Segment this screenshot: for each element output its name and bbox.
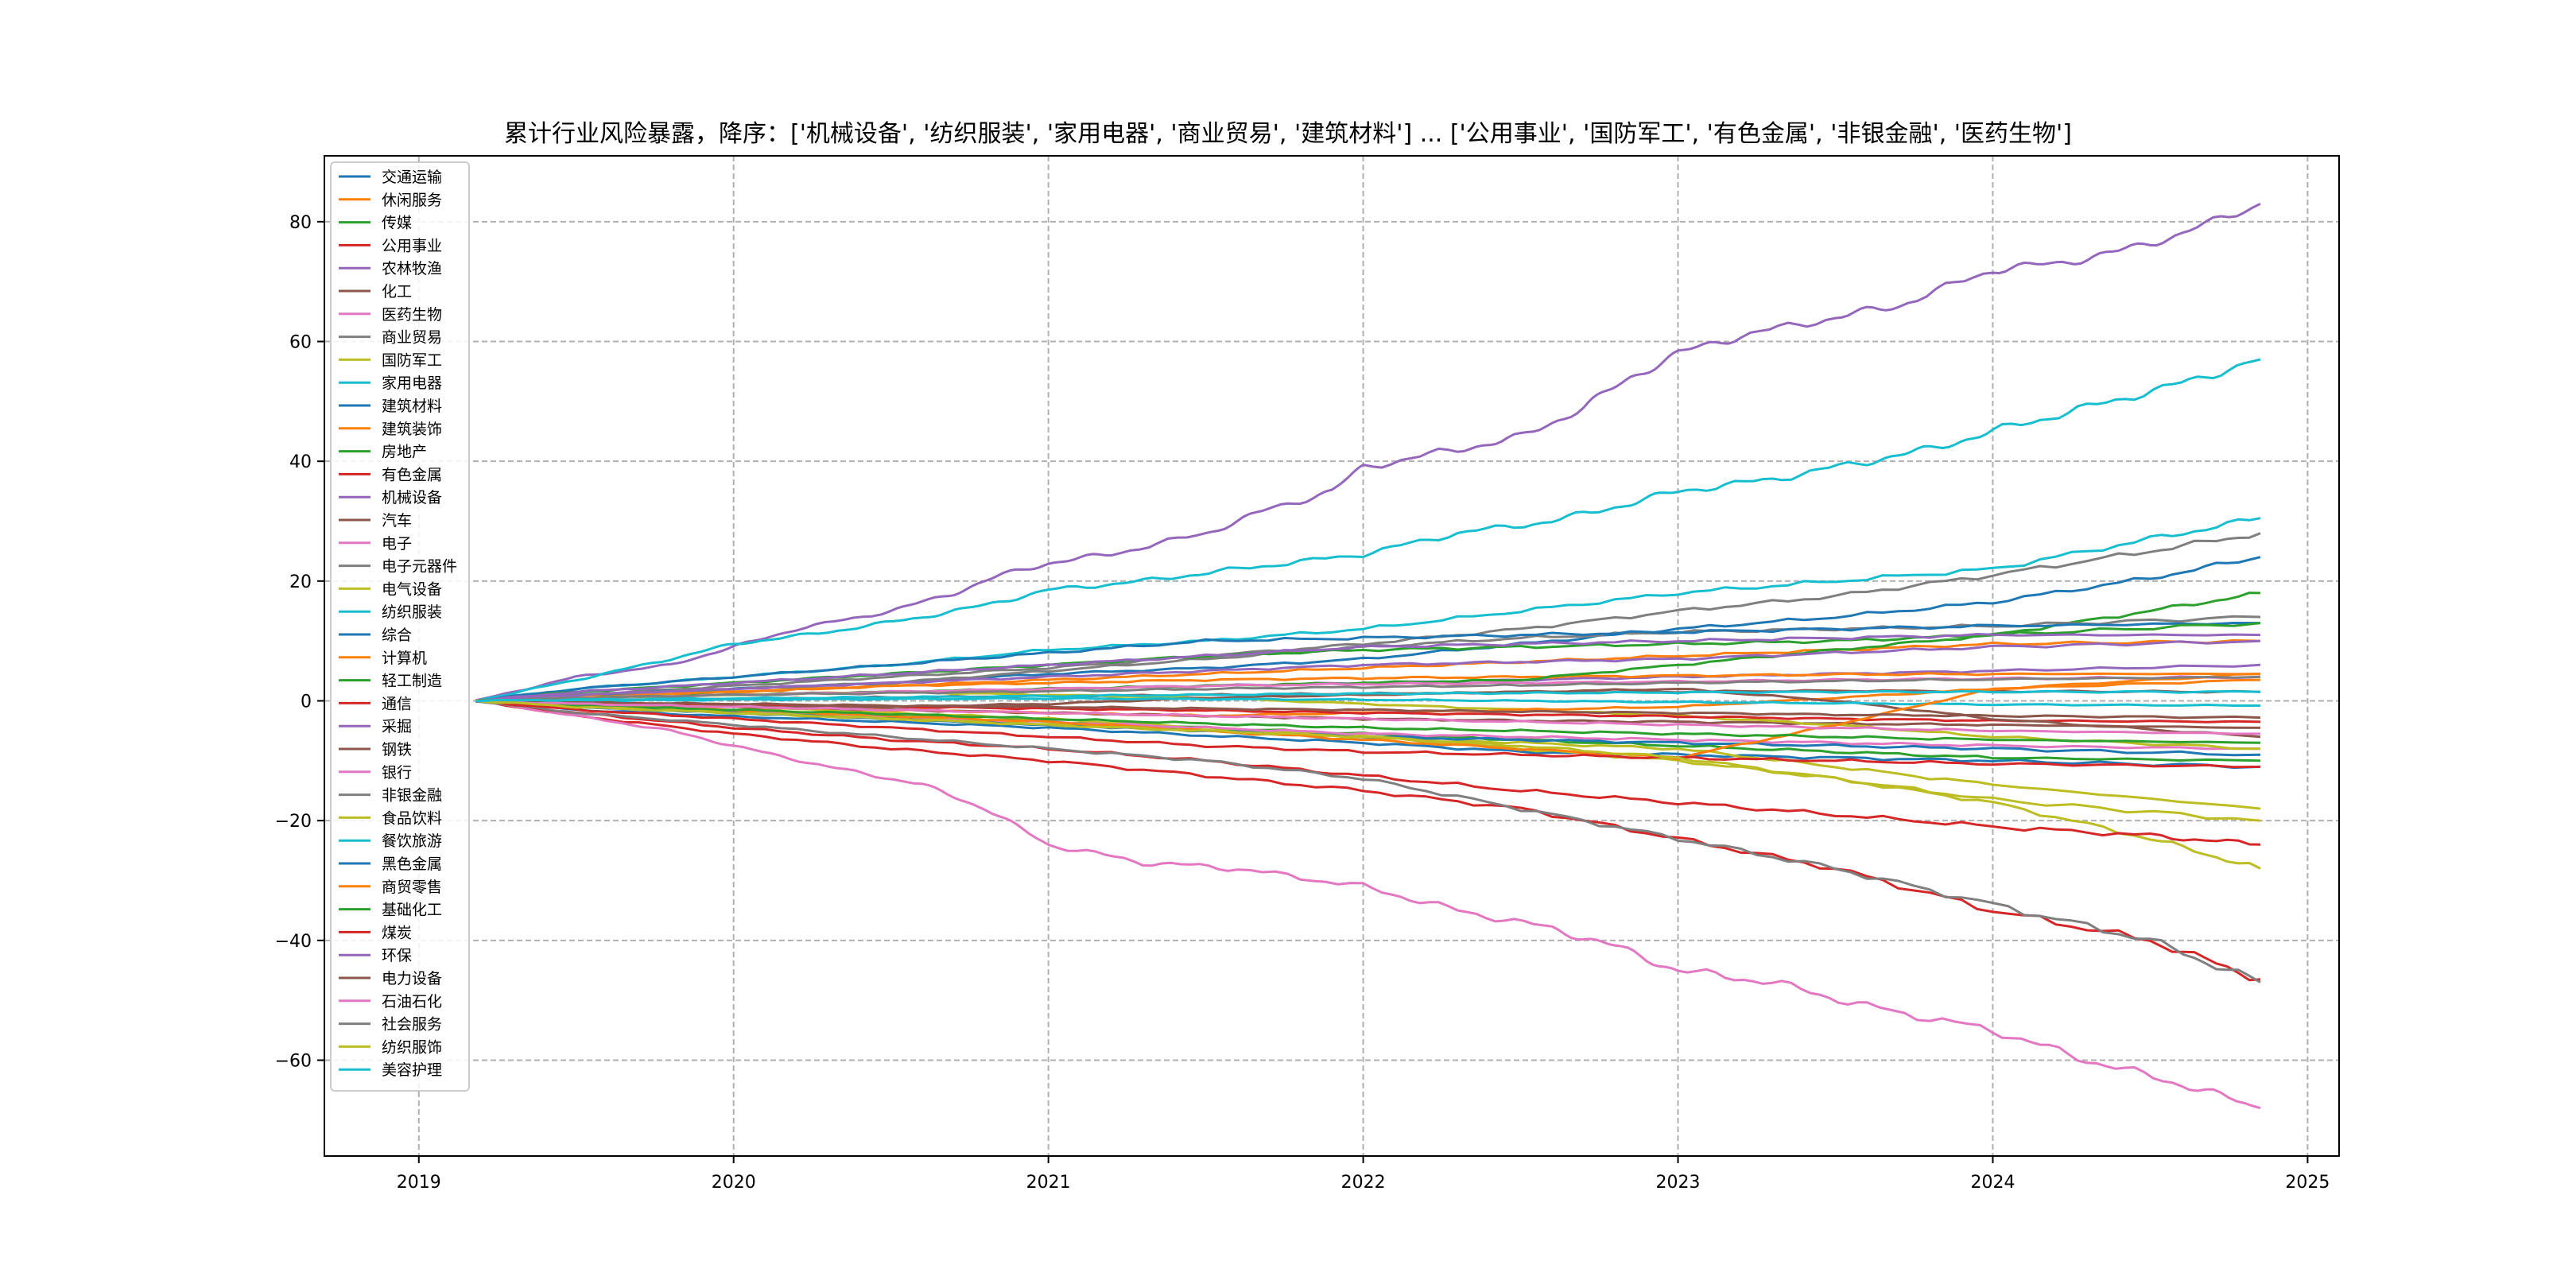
y-tick-label: −60 (275, 1051, 312, 1071)
legend-label: 综合 (382, 627, 412, 644)
legend-label: 石油石化 (382, 993, 442, 1011)
legend-label: 电子 (382, 535, 412, 553)
series-line-37 (475, 699, 2261, 735)
series-line-30 (475, 696, 2260, 707)
legend-label: 农林牧渔 (382, 260, 442, 277)
legend-label: 汽车 (382, 512, 412, 530)
series-lines (475, 202, 2261, 1110)
legend-label: 基础化工 (382, 902, 442, 919)
plot-frame (324, 155, 2340, 1157)
x-tick-label: 2022 (1341, 1173, 1386, 1193)
legend-label: 黑色金属 (382, 855, 442, 873)
grid (324, 156, 2339, 1156)
x-tick-label: 2019 (397, 1173, 441, 1193)
legend-label: 纺织服装 (382, 603, 442, 621)
legend-label: 家用电器 (382, 374, 442, 392)
legend-label: 轻工制造 (382, 673, 442, 690)
legend-label: 电力设备 (382, 970, 442, 987)
legend-label: 计算机 (382, 650, 427, 667)
legend-label: 机械设备 (382, 489, 442, 506)
legend-label: 有色金属 (382, 466, 442, 483)
legend-label: 医药生物 (382, 306, 442, 324)
x-tick-label: 2021 (1026, 1173, 1071, 1193)
legend-label: 餐饮旅游 (382, 832, 442, 850)
y-tick-label: 80 (289, 213, 312, 233)
series-line-28 (475, 700, 2261, 983)
legend-label: 钢铁 (382, 741, 412, 758)
series-line-38 (475, 675, 2261, 702)
series-line-36 (475, 699, 2261, 720)
legend-label: 美容护理 (382, 1061, 442, 1079)
series-line-34 (475, 699, 2261, 769)
series-line-14 (475, 700, 2261, 846)
legend-label: 食品饮料 (382, 809, 442, 827)
y-tick-label: 20 (289, 572, 312, 592)
series-line-7 (475, 700, 2261, 1110)
series-line-4 (475, 699, 2261, 982)
x-tick-label: 2024 (1970, 1173, 2015, 1193)
legend-label: 交通运输 (382, 169, 442, 186)
legend-label: 建筑装饰 (382, 421, 442, 438)
series-line-40 (475, 689, 2261, 703)
series-line-1 (475, 699, 2261, 770)
legend-label: 通信 (382, 695, 412, 712)
legend-box (330, 161, 470, 1092)
legend-label: 非银金融 (382, 787, 442, 805)
series-line-39 (475, 700, 2261, 822)
y-tick-label: 60 (289, 333, 312, 353)
axis-ticks: 2019 2020 2021 2022 2023 2024 2025 −60 −40 −20 0 20… (275, 213, 2330, 1193)
legend-label: 房地产 (382, 444, 427, 461)
legend-label: 商业贸易 (382, 329, 442, 347)
series-line-35 (475, 639, 2261, 702)
x-tick-label: 2023 (1656, 1173, 1701, 1193)
legend-label: 电气设备 (382, 580, 442, 598)
series-line-33 (475, 699, 2261, 744)
legend-label: 煤炭 (382, 924, 412, 941)
legend-label: 化工 (382, 283, 412, 301)
legend-label: 电子元器件 (382, 558, 457, 576)
series-line-25 (475, 633, 2261, 703)
series-line-12 (475, 672, 2261, 702)
series-line-15 (475, 202, 2261, 702)
legend-label: 休闲服务 (382, 192, 442, 209)
legend-label: 纺织服饰 (382, 1038, 442, 1056)
legend-label: 银行 (382, 764, 412, 782)
legend-label: 社会服务 (382, 1016, 442, 1034)
plot-area (324, 156, 2339, 1156)
y-tick-label: 40 (289, 452, 312, 472)
legend-label: 环保 (382, 947, 412, 964)
series-line-20 (475, 358, 2261, 703)
y-tick-label: −40 (275, 932, 312, 952)
legend-label: 传媒 (382, 215, 412, 232)
legend: 交通运输休闲服务传媒公用事业农林牧渔化工医药生物商业贸易国防军工家用电器建筑材料… (330, 161, 470, 1092)
legend-label: 公用事业 (382, 237, 442, 254)
y-tick-label: −20 (275, 812, 312, 832)
y-tick-label: 0 (301, 692, 312, 712)
legend-label: 采掘 (382, 718, 412, 735)
series-line-21 (475, 622, 2261, 703)
legend-label: 商贸零售 (382, 879, 442, 896)
legend-label: 建筑材料 (382, 398, 442, 415)
x-tick-label: 2025 (2285, 1173, 2330, 1193)
x-tick-label: 2020 (712, 1173, 756, 1193)
legend-label: 国防军工 (382, 351, 442, 369)
chart-title: 累计行业风险暴露，降序：['机械设备', '纺织服装', '家用电器', '商业… (504, 120, 2072, 148)
